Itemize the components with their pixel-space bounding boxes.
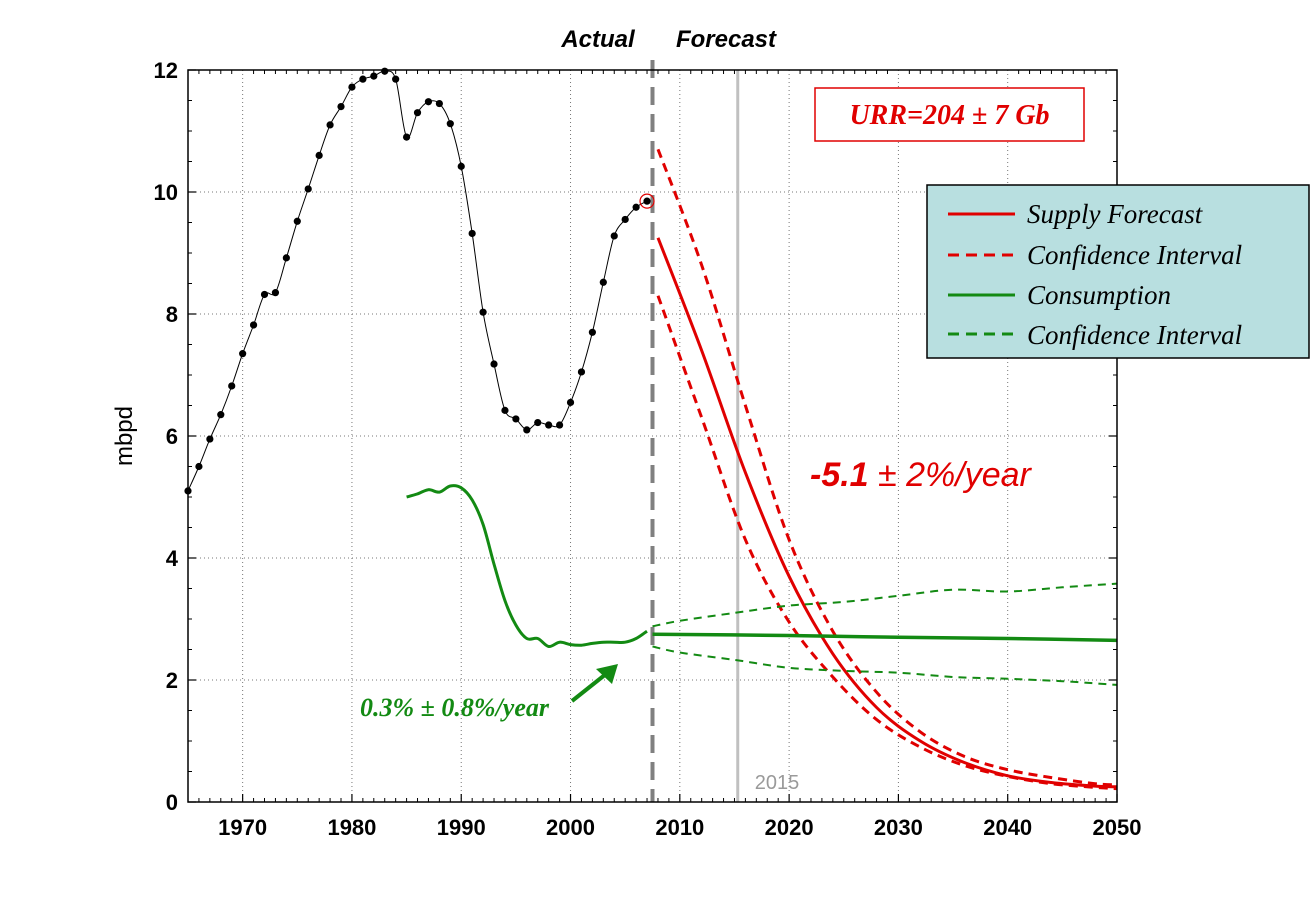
production-point xyxy=(599,278,607,286)
x-tick-label: 1990 xyxy=(437,815,486,840)
production-point xyxy=(643,197,651,205)
x-tick-label: 1980 xyxy=(327,815,376,840)
production-point xyxy=(577,368,586,376)
production-point xyxy=(523,426,531,434)
production-point xyxy=(424,98,433,106)
series-layer: 2015 xyxy=(184,60,1117,802)
x-tick-label: 2000 xyxy=(546,815,595,840)
consumption-line xyxy=(406,484,648,649)
x-tick-label: 2030 xyxy=(874,815,923,840)
production-point xyxy=(512,415,520,423)
legend-label-supply: Supply Forecast xyxy=(1027,199,1204,229)
legend-label-consumption: Consumption xyxy=(1027,280,1171,310)
y-tick-label: 12 xyxy=(154,58,178,83)
y-tick-label: 4 xyxy=(166,546,179,571)
production-point xyxy=(610,232,618,240)
production-point xyxy=(337,103,345,111)
legend-label-consumption-ci: Confidence Interval xyxy=(1027,320,1242,350)
growth-arrow-shaft xyxy=(570,672,608,703)
production-point xyxy=(271,289,280,297)
production-point xyxy=(501,406,509,414)
y-tick-label: 6 xyxy=(166,424,178,449)
production-point xyxy=(566,398,575,407)
production-point xyxy=(556,421,564,429)
x-tick-label: 2050 xyxy=(1093,815,1142,840)
production-point xyxy=(413,109,422,117)
last-actual-highlight xyxy=(639,193,655,209)
production-point xyxy=(206,435,214,443)
decline-range: ± 2%/year xyxy=(869,456,1033,494)
supply-forecast-line xyxy=(656,237,1117,789)
growth-arrow xyxy=(570,664,618,703)
x-tick-label: 2020 xyxy=(765,815,814,840)
actual-label: Actual xyxy=(560,26,636,53)
production-point xyxy=(315,151,323,159)
production-point xyxy=(446,120,454,128)
production-point xyxy=(326,121,334,129)
production-point xyxy=(249,321,258,329)
production-point xyxy=(534,418,542,427)
production-point xyxy=(588,328,596,336)
consumption-lower-line xyxy=(652,645,1117,686)
production-point xyxy=(282,254,290,262)
production-point xyxy=(260,290,269,299)
production-point xyxy=(359,75,367,83)
production-point xyxy=(435,99,443,108)
x-tick-label: 2040 xyxy=(983,815,1032,840)
production-point xyxy=(293,217,301,225)
production-point xyxy=(621,215,629,224)
production-point xyxy=(195,462,203,471)
year-marker-label: 2015 xyxy=(755,772,800,794)
y-tick-label: 10 xyxy=(154,180,178,205)
production-point xyxy=(490,360,498,368)
urr-box-frame xyxy=(814,87,1085,142)
supply-lower-line xyxy=(656,295,1117,791)
production-point xyxy=(402,133,411,141)
x-tick-label: 1970 xyxy=(218,815,267,840)
production-point xyxy=(468,229,476,238)
production-point xyxy=(632,203,640,211)
urr-box: URR=204 ± 7 Gb xyxy=(814,87,1085,142)
x-tick-label: 2010 xyxy=(655,815,704,840)
decline-value: -5.1 xyxy=(810,456,869,494)
production-point xyxy=(370,72,378,80)
production-point xyxy=(479,308,487,316)
legend: Supply Forecast Confidence Interval Cons… xyxy=(926,184,1310,359)
production-point xyxy=(228,382,236,390)
production-point xyxy=(545,421,553,429)
y-tick-label: 8 xyxy=(166,302,178,327)
consumption-upper-line xyxy=(652,582,1117,628)
ticks: 1970 1980 1990 2000 2010 2020 2030 2040 2050 0 2 4 6… xyxy=(154,58,1142,840)
y-axis-label: mbpd xyxy=(111,406,138,466)
production-point xyxy=(217,411,225,419)
legend-label-supply-ci: Confidence Interval xyxy=(1027,240,1242,270)
production-point xyxy=(392,75,400,83)
production-point xyxy=(304,185,312,193)
y-tick-label: 0 xyxy=(166,790,178,815)
decline-annotation: -5.1 ± 2%/year xyxy=(810,456,1033,494)
supply-upper-line xyxy=(656,148,1117,787)
production-point xyxy=(457,162,465,170)
consumption-forecast-line xyxy=(652,632,1117,643)
urr-text: URR=204 ± 7 Gb xyxy=(849,100,1049,131)
production-point xyxy=(348,83,356,91)
y-tick-label: 2 xyxy=(166,668,178,693)
production-point xyxy=(239,350,247,358)
growth-annotation: 0.3% ± 0.8%/year xyxy=(360,693,550,722)
growth-arrow-head xyxy=(596,664,618,684)
forecast-label: Forecast xyxy=(676,26,777,53)
